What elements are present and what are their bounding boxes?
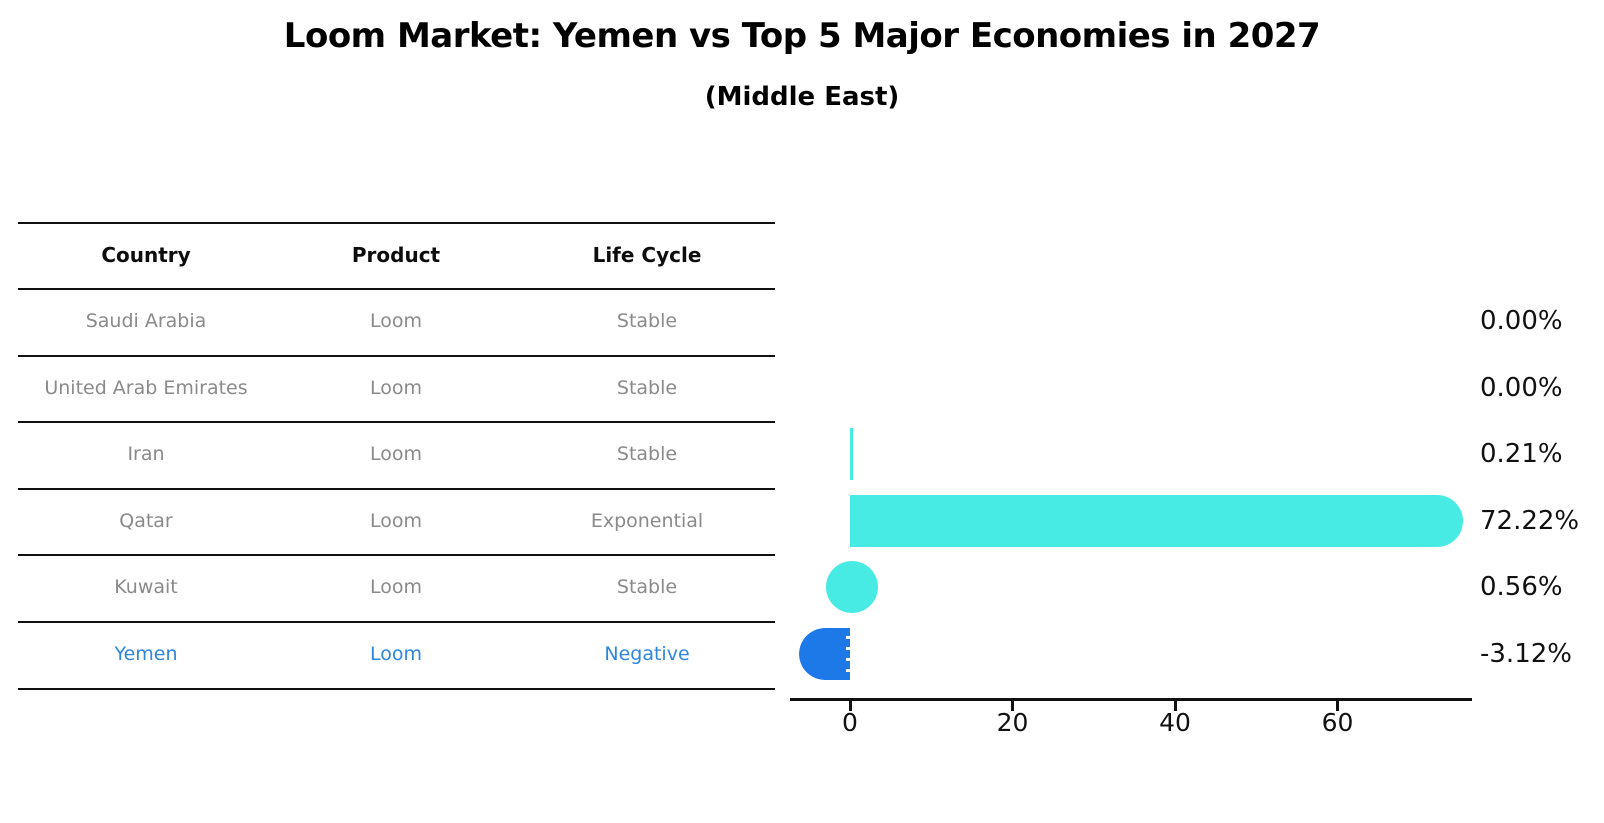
value-label-saudi-arabia: 0.00% — [1480, 306, 1563, 336]
x-axis-tick — [1173, 701, 1177, 711]
table-rule — [18, 421, 775, 423]
table-header-row: Country Product Life Cycle — [0, 242, 790, 268]
x-axis-tick-label: 20 — [996, 708, 1029, 737]
table-rule — [18, 222, 775, 224]
x-axis-tick-label: 40 — [1159, 708, 1191, 737]
table-rule — [18, 688, 775, 690]
value-label-united-arab-emirates: 0.00% — [1480, 373, 1563, 403]
product-cell: Loom — [369, 576, 423, 598]
table-row: United Arab Emirates Loom Stable — [0, 375, 790, 401]
country-cell: Yemen — [114, 643, 178, 665]
country-cell: Saudi Arabia — [85, 310, 207, 332]
table-rule — [18, 355, 775, 357]
table-row: Saudi Arabia Loom Stable — [0, 308, 790, 334]
country-cell: Qatar — [119, 510, 173, 532]
table-row-yemen-highlight: Yemen Loom Negative — [0, 641, 790, 667]
table-rule — [18, 288, 775, 290]
life-cycle-cell: Stable — [616, 377, 678, 399]
life-cycle-cell: Stable — [616, 443, 678, 465]
value-label-qatar: 72.22% — [1480, 506, 1580, 536]
value-label-kuwait: 0.56% — [1480, 572, 1563, 602]
bar-qatar — [850, 495, 1463, 547]
x-axis-tick-label: 60 — [1321, 708, 1354, 737]
life-cycle-cell: Exponential — [590, 510, 704, 532]
table-rule — [18, 621, 775, 623]
product-cell: Loom — [369, 510, 423, 532]
column-header-country: Country — [101, 243, 191, 267]
bar-iran — [850, 428, 853, 480]
life-cycle-cell: Stable — [616, 310, 678, 332]
product-cell: Loom — [369, 643, 423, 665]
product-cell: Loom — [369, 377, 423, 399]
x-axis-line — [790, 698, 1472, 701]
x-axis-tick — [848, 701, 852, 711]
x-axis-tick-label: 0 — [842, 708, 858, 737]
life-cycle-cell: Negative — [604, 643, 690, 665]
product-cell: Loom — [369, 443, 423, 465]
chart-subtitle: (Middle East) — [704, 82, 900, 112]
x-axis-tick — [1336, 701, 1339, 711]
value-label-yemen: -3.12% — [1480, 639, 1572, 669]
country-cell: Kuwait — [114, 576, 178, 598]
chart-title: Loom Market: Yemen vs Top 5 Major Econom… — [283, 16, 1321, 56]
value-label-iran: 0.21% — [1480, 439, 1563, 469]
table-row: Qatar Loom Exponential — [0, 508, 790, 534]
product-cell: Loom — [369, 310, 423, 332]
x-axis-tick — [1011, 701, 1014, 711]
bar-kuwait — [826, 561, 879, 613]
table-rule — [18, 488, 775, 490]
column-header-product: Product — [351, 243, 441, 267]
column-header-life-cycle: Life Cycle — [592, 243, 702, 267]
life-cycle-cell: Stable — [616, 576, 678, 598]
bar-yemen — [798, 628, 850, 680]
table-row: Kuwait Loom Stable — [0, 574, 790, 600]
country-cell: United Arab Emirates — [44, 377, 248, 399]
table-row: Iran Loom Stable — [0, 441, 790, 467]
country-cell: Iran — [127, 443, 165, 465]
table-rule — [18, 554, 775, 556]
